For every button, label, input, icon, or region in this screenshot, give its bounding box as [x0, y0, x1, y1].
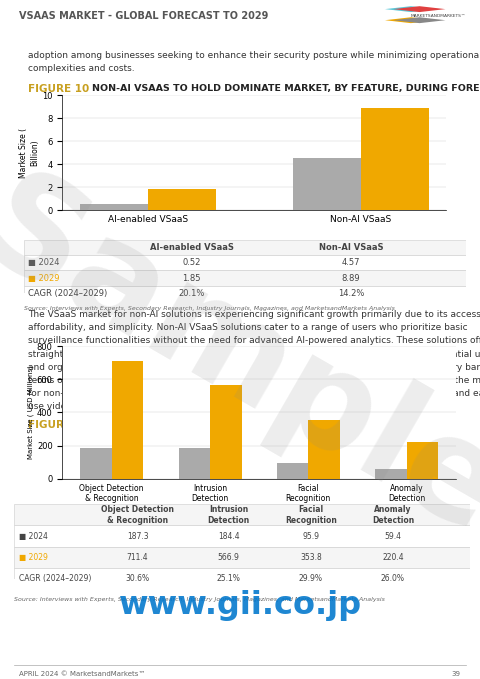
Text: 566.9: 566.9 [218, 553, 240, 562]
Text: FIGURE 11: FIGURE 11 [28, 420, 89, 430]
Text: MARKETSANDMARKETS™: MARKETSANDMARKETS™ [410, 14, 466, 18]
Text: Sample: Sample [0, 158, 480, 565]
Text: ■ 2024: ■ 2024 [19, 532, 48, 540]
Text: 4.57: 4.57 [342, 258, 360, 268]
Text: 220.4: 220.4 [382, 553, 404, 562]
Text: 59.4: 59.4 [384, 532, 401, 540]
Bar [407, 442, 438, 479]
Text: 39: 39 [452, 671, 461, 677]
Bar [80, 447, 112, 479]
Text: adoption among businesses seeking to enhance their security posture while minimi: adoption among businesses seeking to enh… [28, 50, 480, 73]
Text: CAGR (2024–2029): CAGR (2024–2029) [28, 289, 108, 298]
FancyBboxPatch shape [24, 286, 466, 301]
Text: Object Detection
& Recognition: Object Detection & Recognition [101, 504, 174, 525]
Text: 95.9: 95.9 [302, 532, 319, 540]
Text: Anomaly
Detection: Anomaly Detection [372, 504, 414, 525]
Text: ■ 2029: ■ 2029 [28, 274, 60, 282]
Bar [361, 108, 429, 210]
Text: Non-AI VSaaS: Non-AI VSaaS [319, 243, 383, 252]
Text: 20.1%: 20.1% [179, 289, 205, 298]
Text: Intrusion
Detection: Intrusion Detection [207, 504, 250, 525]
FancyBboxPatch shape [24, 240, 466, 255]
Y-axis label: Market Size (
Billion): Market Size ( Billion) [19, 128, 39, 178]
Text: 8.89: 8.89 [341, 274, 360, 282]
FancyBboxPatch shape [14, 568, 470, 589]
FancyBboxPatch shape [14, 504, 470, 526]
Bar [293, 158, 361, 210]
Bar [375, 469, 407, 479]
Text: The VSaaS market for non-AI solutions is experiencing significant growth primari: The VSaaS market for non-AI solutions is… [28, 310, 480, 411]
Bar [308, 420, 340, 479]
FancyBboxPatch shape [14, 547, 470, 568]
Text: 1.85: 1.85 [182, 274, 201, 282]
Bar [277, 463, 308, 479]
Text: 29.9%: 29.9% [299, 574, 323, 583]
FancyBboxPatch shape [24, 270, 466, 286]
Text: 14.2%: 14.2% [337, 289, 364, 298]
Text: 30.6%: 30.6% [125, 574, 150, 583]
Text: APRIL 2024 © MarketsandMarkets™: APRIL 2024 © MarketsandMarkets™ [19, 671, 145, 677]
Text: Source: Interviews with Experts, Secondary Research, Industry Journals, Magazine: Source: Interviews with Experts, Seconda… [24, 306, 395, 311]
Bar [148, 189, 216, 210]
FancyBboxPatch shape [14, 526, 470, 547]
FancyBboxPatch shape [24, 255, 466, 270]
Text: 187.3: 187.3 [127, 532, 148, 540]
Text: 25.1%: 25.1% [217, 574, 240, 583]
Text: www.gii.co.jp: www.gii.co.jp [119, 590, 361, 621]
Text: 184.4: 184.4 [218, 532, 240, 540]
Bar [112, 361, 143, 479]
Text: NON-AI VSAAS TO HOLD DOMINATE MARKET, BY FEATURE, DURING FORECAST
   PERIOD: NON-AI VSAAS TO HOLD DOMINATE MARKET, BY… [92, 84, 480, 106]
Polygon shape [385, 17, 437, 23]
Bar [210, 385, 241, 479]
Text: OBJECT DETECTION & RECOGNITION TO EXHIBIT HIGHEST CAGR
   FROM 2024 TO 2029: OBJECT DETECTION & RECOGNITION TO EXHIBI… [92, 420, 432, 441]
Text: VSAAS MARKET - GLOBAL FORECAST TO 2029: VSAAS MARKET - GLOBAL FORECAST TO 2029 [19, 12, 269, 21]
Text: 26.0%: 26.0% [381, 574, 405, 583]
Text: ■ 2024: ■ 2024 [28, 258, 60, 268]
Y-axis label: Market Size ( USD Millions): Market Size ( USD Millions) [27, 365, 34, 460]
Polygon shape [394, 17, 445, 23]
Polygon shape [385, 6, 437, 12]
Text: AI-enabled VSaaS: AI-enabled VSaaS [150, 243, 234, 252]
Text: 711.4: 711.4 [127, 553, 148, 562]
Text: 0.52: 0.52 [182, 258, 201, 268]
Text: Facial
Recognition: Facial Recognition [285, 504, 337, 525]
Bar [80, 204, 148, 210]
Polygon shape [394, 6, 445, 12]
Text: CAGR (2024–2029): CAGR (2024–2029) [19, 574, 91, 583]
Text: ■ 2029: ■ 2029 [19, 553, 48, 562]
Text: FIGURE 10: FIGURE 10 [28, 84, 89, 94]
Bar [179, 448, 210, 479]
Text: 353.8: 353.8 [300, 553, 322, 562]
Text: Source: Interviews with Experts, Secondary Research, Industry Journals, Magazine: Source: Interviews with Experts, Seconda… [14, 597, 385, 602]
